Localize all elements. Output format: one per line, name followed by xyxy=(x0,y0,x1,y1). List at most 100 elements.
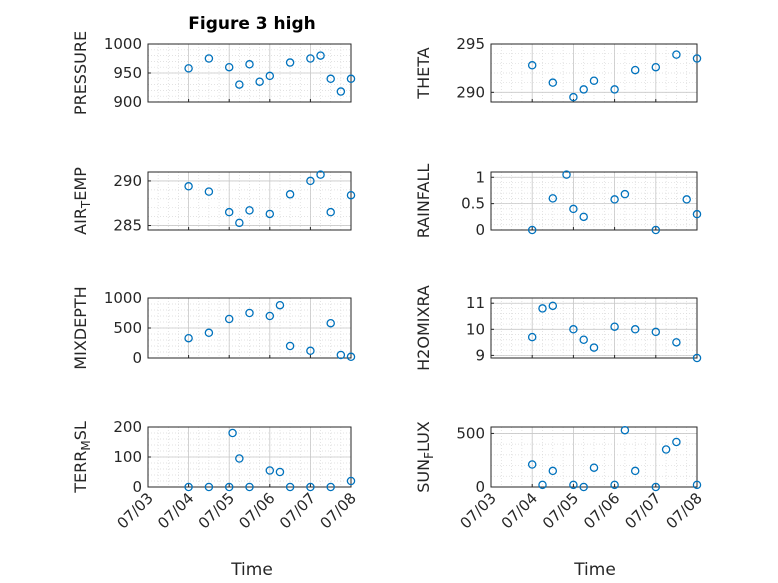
data-point xyxy=(326,482,335,492)
axes-box xyxy=(490,171,698,231)
data-point xyxy=(692,54,702,63)
y-axis-label: AIRTEMP xyxy=(71,167,93,235)
y-axis-label: RAINFALL xyxy=(414,164,433,239)
data-point xyxy=(245,482,254,492)
axes-box xyxy=(147,171,352,231)
data-point xyxy=(336,350,346,360)
data-point xyxy=(306,54,315,63)
data-point xyxy=(224,482,234,492)
axes-box xyxy=(490,426,698,488)
data-point xyxy=(589,463,599,472)
data-point xyxy=(672,50,681,59)
x-axis-label-left: Time xyxy=(230,560,273,580)
data-point xyxy=(620,425,630,435)
data-point xyxy=(630,466,640,476)
y-tick-label: 295 xyxy=(456,35,485,53)
data-point xyxy=(579,85,588,94)
data-point xyxy=(255,77,264,86)
x-tick-label: 07/05 xyxy=(195,489,238,532)
y-tick-label: 1000 xyxy=(104,35,142,53)
y-axis-label: H2OMIXRA xyxy=(414,285,433,371)
data-point xyxy=(316,170,325,179)
data-point xyxy=(184,64,193,73)
data-point xyxy=(326,74,335,84)
data-point xyxy=(692,353,702,363)
y-tick-label: 950 xyxy=(113,64,142,82)
x-tick-label: 07/04 xyxy=(498,489,541,532)
data-point xyxy=(682,195,691,204)
x-tick-label: 07/05 xyxy=(539,489,582,532)
data-point xyxy=(235,454,244,463)
data-point xyxy=(589,76,599,85)
x-tick-label: 07/06 xyxy=(580,489,623,532)
x-tick-label: 07/04 xyxy=(154,489,197,532)
data-point xyxy=(306,346,315,356)
data-point xyxy=(569,204,578,214)
x-tick-label: 07/06 xyxy=(235,489,278,532)
data-point xyxy=(184,182,193,191)
y-tick-label: 900 xyxy=(113,93,142,111)
y-tick-label: 285 xyxy=(113,217,142,235)
subplot-4: 1 0.5 0 RAINFALL xyxy=(414,164,702,239)
y-tick-label: 0 xyxy=(132,478,142,496)
data-point xyxy=(579,212,588,222)
data-point xyxy=(245,308,254,318)
data-point xyxy=(285,341,295,351)
data-point xyxy=(589,343,599,352)
data-point xyxy=(527,460,537,469)
y-axis-label: MIXDEPTH xyxy=(71,286,90,369)
y-tick-label: 0.5 xyxy=(461,195,485,213)
data-point xyxy=(235,80,244,89)
data-point xyxy=(630,325,640,334)
data-point xyxy=(326,207,335,217)
data-point xyxy=(336,87,346,96)
data-point xyxy=(224,62,234,72)
data-point xyxy=(661,445,671,454)
y-tick-label: 100 xyxy=(113,448,142,466)
x-axis-label-right: Time xyxy=(573,560,616,580)
data-point xyxy=(346,74,356,84)
data-point xyxy=(610,480,619,490)
y-tick-label: 10 xyxy=(466,320,485,338)
data-point xyxy=(235,218,244,228)
data-point xyxy=(346,352,356,362)
data-point xyxy=(265,311,275,321)
data-point xyxy=(562,170,571,179)
data-point xyxy=(316,51,325,60)
data-point xyxy=(285,58,295,67)
data-point xyxy=(204,482,214,492)
y-tick-label: 1000 xyxy=(104,289,142,307)
data-point xyxy=(245,206,254,215)
y-tick-label: 0 xyxy=(132,349,142,367)
data-point xyxy=(651,482,661,492)
data-point xyxy=(265,71,275,81)
data-point xyxy=(630,65,640,75)
data-point xyxy=(610,85,619,94)
subplot-2: 295 290 THETA xyxy=(414,35,702,103)
y-tick-label: 0 xyxy=(475,478,485,496)
subplot-5: 1000 500 0 MIXDEPTH xyxy=(71,286,356,370)
data-point xyxy=(326,318,335,328)
data-point xyxy=(285,190,295,199)
axes-box xyxy=(490,43,698,103)
data-point xyxy=(245,60,254,69)
data-point xyxy=(527,332,537,342)
data-point xyxy=(548,301,558,311)
y-tick-label: 500 xyxy=(456,424,485,442)
subplot-7: 2001000TERRMSL07/0307/0407/0507/0607/070… xyxy=(71,418,360,532)
data-point xyxy=(184,333,193,343)
data-point xyxy=(538,480,547,490)
data-point xyxy=(285,482,295,492)
data-point xyxy=(204,54,214,63)
data-point xyxy=(527,225,537,235)
axes-box xyxy=(490,297,698,359)
data-point xyxy=(184,482,193,492)
y-tick-label: 0 xyxy=(475,221,485,239)
data-point xyxy=(651,225,661,235)
data-point xyxy=(579,335,588,344)
y-tick-label: 200 xyxy=(113,418,142,436)
data-point xyxy=(610,322,619,331)
data-point xyxy=(265,209,275,219)
data-point xyxy=(672,437,681,447)
